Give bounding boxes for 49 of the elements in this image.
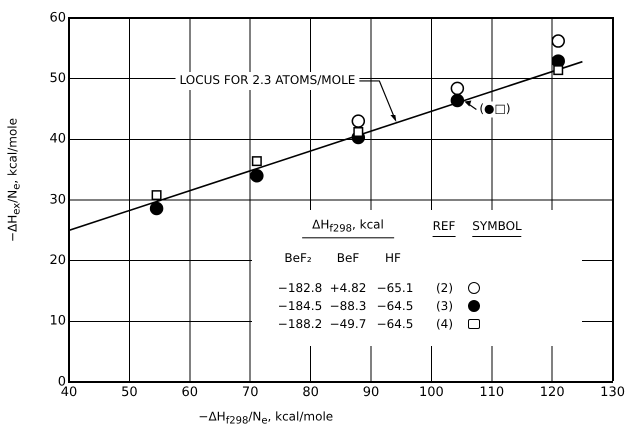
annotation: BeF₂: [284, 251, 312, 265]
x-tick-label: 40: [60, 385, 78, 400]
annotation: HF: [385, 251, 401, 265]
annotation: LOCUS FOR 2.3 ATOMS/MOLE: [180, 73, 356, 88]
annotation: −182.8: [278, 281, 322, 295]
annotation: −64.5: [376, 317, 414, 331]
annotation: −65.1: [376, 281, 414, 295]
point: [551, 34, 565, 48]
legend-label: (2): [436, 280, 453, 296]
legend-label: (4): [436, 316, 453, 332]
x-axis-title: −ΔH$_{f298}$/N$_{e}$, kcal/mole: [198, 409, 334, 427]
y-tick-label: 50: [49, 71, 66, 86]
x-tick-label: 120: [540, 385, 565, 400]
x-tick-label: 90: [362, 385, 380, 400]
point: [450, 82, 464, 96]
x-tick-label: 100: [418, 385, 444, 400]
x-tick-label: 60: [182, 385, 198, 400]
legend-entry: (2): [436, 280, 482, 296]
x-tick-label: 50: [121, 385, 138, 400]
point: [152, 190, 162, 200]
y-tick-label: 40: [49, 132, 66, 147]
y-tick-label: 30: [49, 192, 66, 208]
annotation: ΔH$_{f298}$, kcal: [302, 217, 394, 239]
x-tick-label: 80: [302, 385, 319, 400]
annotation: −49.7: [330, 317, 366, 331]
legend-entry: (3): [436, 298, 482, 314]
annotation: +4.82: [330, 281, 366, 295]
legend-label: (3): [436, 298, 453, 314]
point: [352, 114, 366, 128]
point: [150, 202, 164, 216]
y-tick-label: 20: [49, 253, 66, 268]
annotation: −88.3: [330, 299, 366, 313]
annotation: (●□): [479, 102, 511, 116]
y-tick-label: 10: [49, 314, 66, 329]
x-tick-label: 70: [242, 385, 258, 400]
point: [450, 94, 464, 108]
annotation: REF: [432, 219, 456, 237]
point: [252, 156, 262, 166]
annotation: −64.5: [376, 299, 414, 313]
x-tick-label: 130: [600, 385, 626, 400]
x-tick-label: 110: [479, 385, 504, 400]
legend-entry: (4): [436, 316, 482, 332]
annotation: −188.2: [278, 317, 322, 331]
point: [553, 65, 564, 76]
annotation: −184.5: [278, 299, 322, 313]
annotation: BeF: [336, 251, 360, 265]
annotation: SYMBOL: [472, 219, 522, 237]
point: [250, 168, 264, 182]
y-tick-label: 60: [49, 10, 66, 26]
